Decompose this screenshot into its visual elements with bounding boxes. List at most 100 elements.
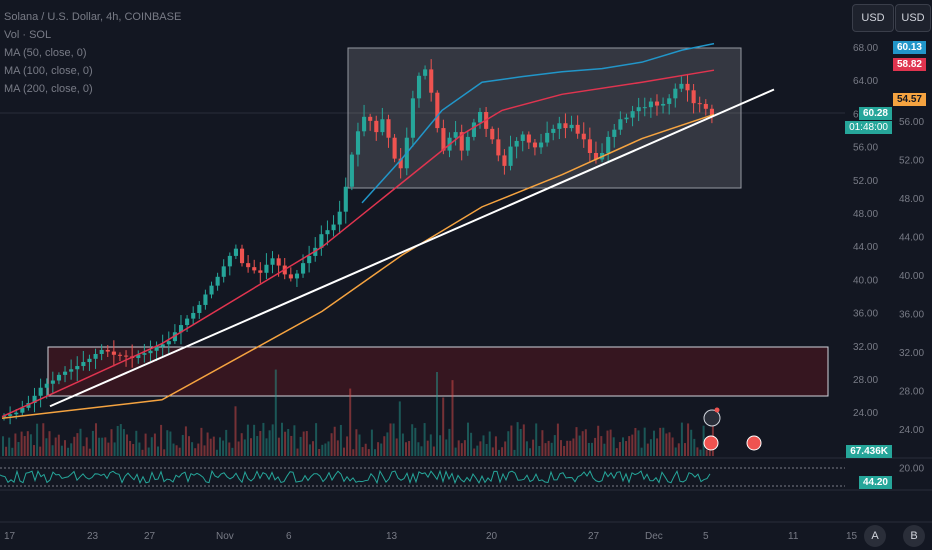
- volume-bar: [684, 443, 686, 456]
- candle: [362, 116, 367, 132]
- candle: [496, 139, 501, 156]
- candle: [99, 349, 104, 354]
- candle: [459, 132, 464, 151]
- volume-bar: [358, 434, 361, 456]
- volume-bar: [569, 440, 572, 456]
- candle: [575, 124, 580, 134]
- volume-bar: [336, 440, 339, 456]
- volume-bar: [237, 441, 240, 456]
- candle: [526, 134, 531, 143]
- volume-bar: [166, 430, 169, 456]
- volume-bar: [591, 442, 593, 456]
- volume-bar: [26, 431, 29, 456]
- candle: [117, 354, 123, 356]
- volume-bar: [256, 436, 259, 456]
- x-tick: Nov: [216, 531, 234, 542]
- candle: [630, 111, 635, 118]
- candle: [81, 362, 86, 367]
- volume-bar: [308, 444, 311, 456]
- volume-bar: [107, 442, 110, 456]
- volume-bar: [529, 448, 531, 456]
- currency-button-2[interactable]: USD: [895, 4, 931, 32]
- volume-bar: [76, 433, 79, 456]
- volume-bar: [11, 447, 14, 456]
- volume-bar: [57, 434, 60, 456]
- candle: [642, 107, 647, 109]
- volume-bar: [677, 443, 680, 456]
- chart-legend: Solana / U.S. Dollar, 4h, COINBASE Vol ·…: [4, 8, 181, 98]
- volume-bar: [699, 449, 702, 456]
- volume-bar: [587, 442, 590, 456]
- volume-bar: [188, 436, 190, 456]
- volume-bar: [442, 397, 445, 456]
- volume-bar: [14, 433, 17, 456]
- candle: [471, 122, 476, 137]
- candle: [294, 273, 300, 279]
- x-tick: Dec: [645, 531, 663, 542]
- settings-button[interactable]: B: [903, 525, 925, 547]
- volume-bar: [315, 423, 318, 456]
- candle: [380, 119, 385, 133]
- volume-bar: [550, 442, 553, 456]
- volume-bar: [225, 429, 228, 456]
- candle: [703, 103, 708, 109]
- volume-bar: [646, 443, 649, 456]
- volume-bar: [169, 431, 172, 456]
- volume-bar: [649, 439, 652, 456]
- volume-bar: [98, 437, 101, 456]
- candle: [331, 224, 336, 231]
- candle: [648, 101, 653, 108]
- candle: [160, 344, 165, 347]
- x-tick: 11: [788, 531, 799, 542]
- volume-bar: [209, 438, 212, 456]
- volume-bar: [262, 422, 265, 456]
- volume-bar: [302, 431, 305, 456]
- volume-bar: [184, 426, 187, 456]
- currency-button-1[interactable]: USD: [852, 4, 894, 32]
- candle: [252, 267, 257, 271]
- candle: [191, 312, 196, 319]
- candle: [197, 304, 202, 313]
- candle: [441, 128, 446, 151]
- volume-bar: [488, 431, 491, 456]
- candle: [557, 123, 562, 129]
- candle: [386, 119, 391, 138]
- volume-bar: [281, 422, 283, 456]
- y-tick-left: 68.00: [853, 43, 878, 54]
- volume-bar: [445, 439, 448, 456]
- candle: [63, 371, 68, 375]
- candle: [14, 412, 19, 415]
- volume-bar: [374, 449, 376, 456]
- ma-50-line: [361, 42, 715, 204]
- volume-bar: [405, 442, 407, 456]
- candle: [69, 369, 74, 372]
- x-tick: 23: [87, 531, 99, 542]
- ma-200-line: [1, 113, 715, 420]
- volume-bar: [88, 448, 91, 456]
- candle: [618, 119, 623, 130]
- candle: [124, 355, 129, 357]
- volume-bar: [194, 448, 197, 456]
- volume-bar: [640, 447, 643, 456]
- candle: [166, 341, 171, 345]
- volume-bar: [284, 431, 287, 456]
- volume-bar: [259, 431, 262, 456]
- candle: [319, 234, 324, 248]
- candle: [410, 98, 415, 138]
- volume-bar: [541, 430, 544, 456]
- volume-bar: [572, 438, 575, 456]
- auto-scale-button[interactable]: A: [864, 525, 886, 547]
- candle: [264, 264, 269, 273]
- volume-bar: [324, 443, 327, 456]
- volume-bar: [454, 447, 457, 456]
- volume-bar: [5, 446, 8, 456]
- volume-bar: [473, 448, 476, 456]
- volume-bar: [91, 430, 94, 456]
- volume-bar: [271, 424, 274, 456]
- volume-bar: [439, 435, 442, 456]
- volume-bar: [708, 444, 711, 456]
- volume-bar: [243, 439, 246, 456]
- volume-bar: [64, 440, 66, 456]
- volume-bar: [457, 440, 460, 456]
